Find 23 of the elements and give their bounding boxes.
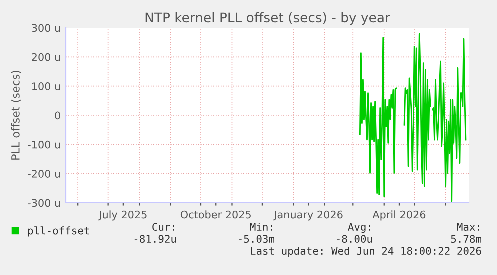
text: -81.92u (134, 235, 176, 244)
text: -8.00u (337, 235, 372, 244)
y-axis-title: PLL offset (secs) (11, 70, 22, 160)
text: Last update: Wed Jun 24 18:00:22 2026 (251, 246, 482, 258)
text: Cur: (152, 223, 174, 232)
y-tick-label: -300 u (28, 199, 60, 208)
x-tick-label: October 2025 (180, 210, 251, 219)
x-tick-label: July 2025 (98, 210, 147, 221)
text: -5.03m (239, 235, 275, 244)
text: Max: (457, 223, 480, 232)
y-tick-label: 200 u (32, 53, 60, 62)
y-tick-label: -100 u (28, 140, 60, 149)
y-tick-label: 100 u (32, 82, 60, 90)
y-tick-label: 0 (55, 112, 60, 120)
y-tick-label: 300 u (32, 24, 60, 32)
text: Avg: (348, 223, 370, 234)
text: Min: (250, 222, 272, 231)
text: 5.78m (451, 235, 482, 244)
x-tick-label: April 2026 (372, 210, 426, 221)
chart-title: NTP kernel PLL offset (secs) - by year (146, 12, 390, 26)
legend-label: pll-offset (28, 226, 90, 237)
x-tick-label: January 2026 (274, 210, 343, 221)
y-tick-label: -200 u (28, 170, 60, 178)
